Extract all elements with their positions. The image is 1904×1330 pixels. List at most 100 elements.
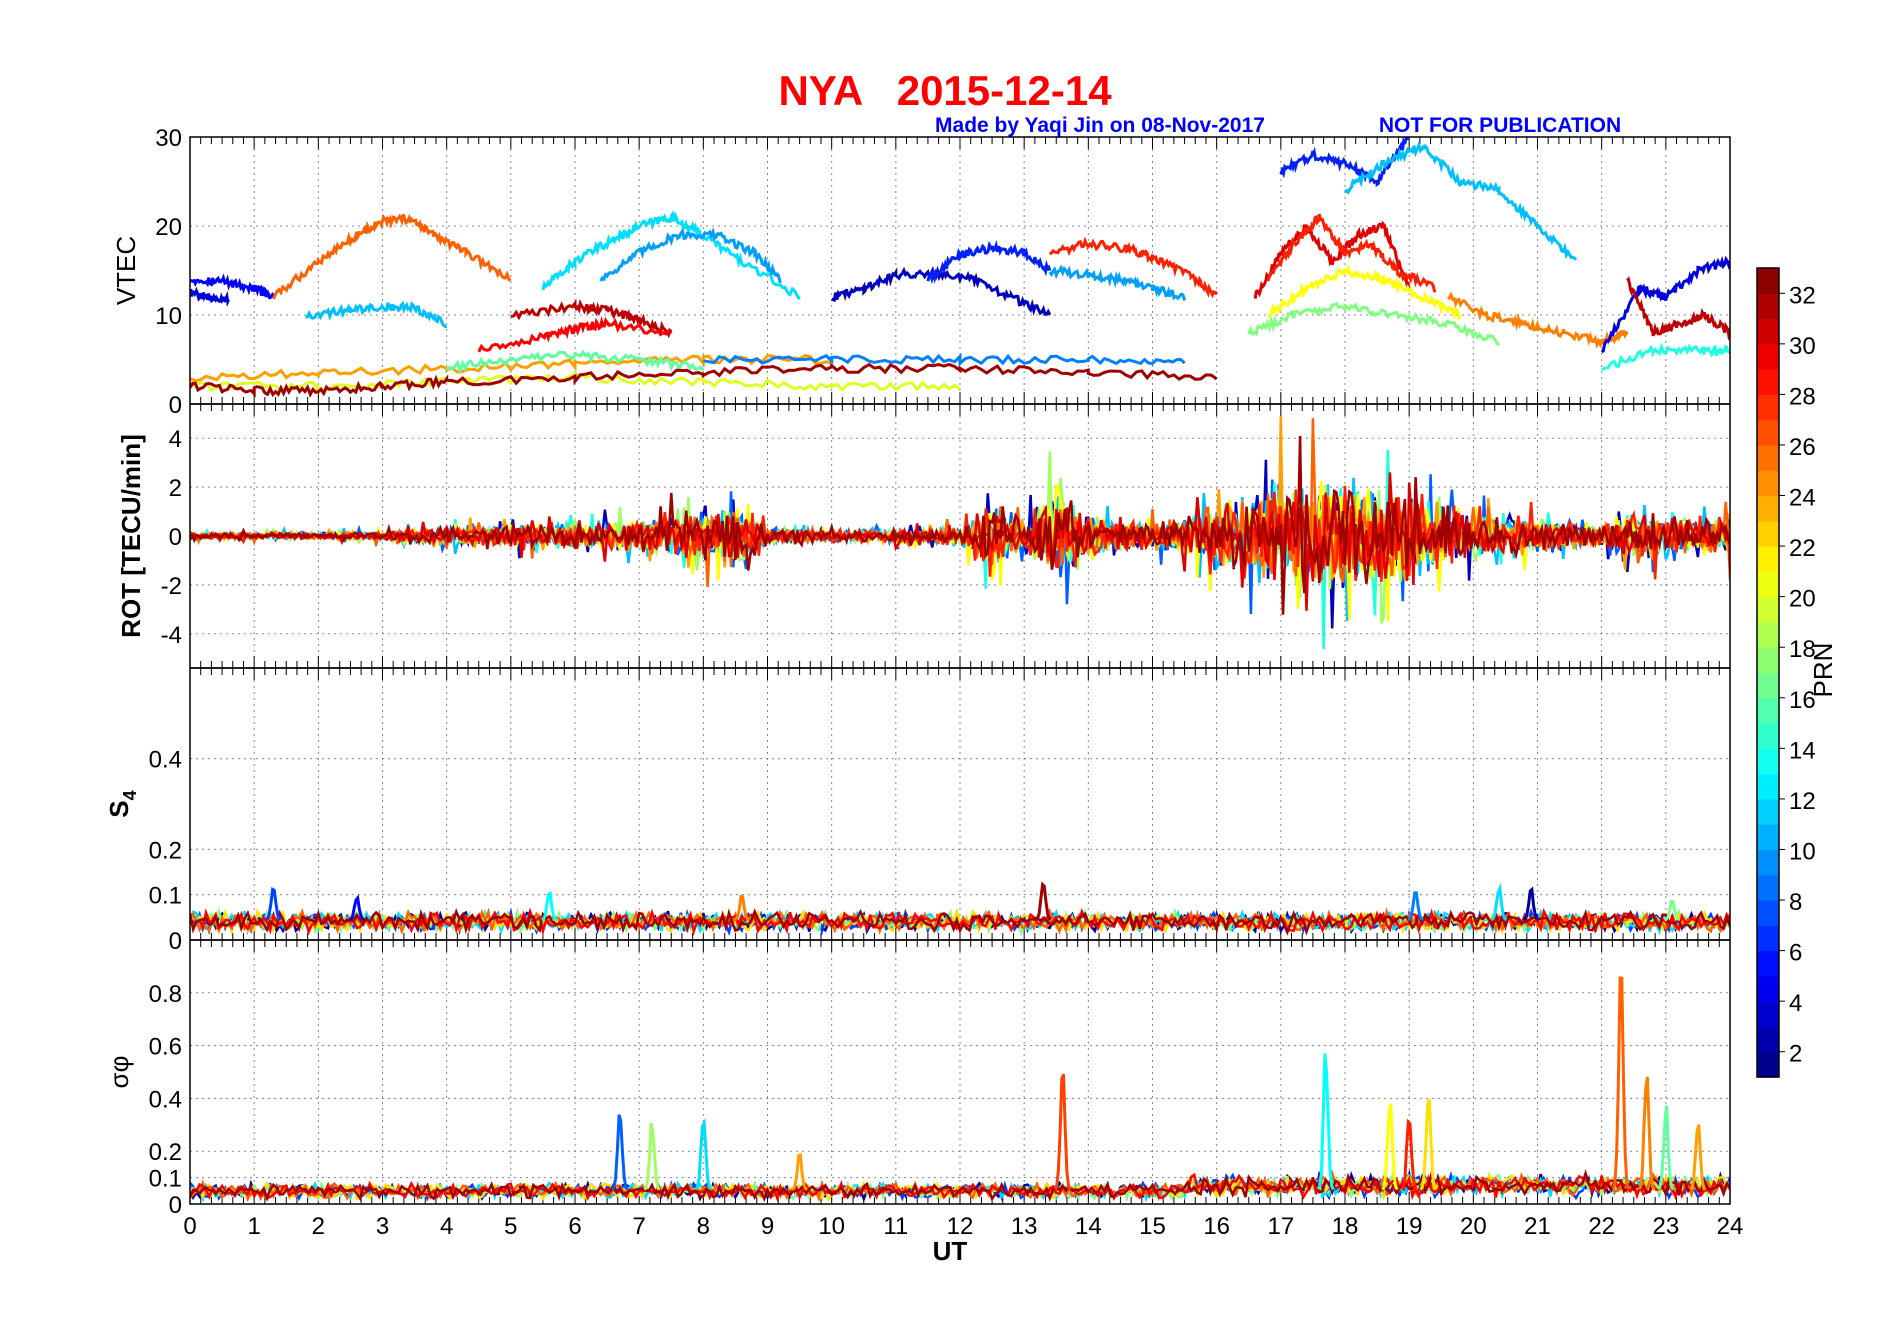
y-axis-label: VTEC — [111, 236, 141, 305]
x-tick-label: 3 — [376, 1213, 389, 1240]
colorbar-tick-label: 28 — [1789, 383, 1816, 410]
y-tick-label: 20 — [155, 214, 182, 241]
colorbar-tick-label: 30 — [1789, 333, 1816, 360]
s4-spike — [265, 886, 282, 921]
colorbar-segment — [1757, 1001, 1779, 1028]
colorbar-tick-label: 22 — [1789, 535, 1816, 562]
chart-title: NYA 2015-12-14 — [778, 67, 1112, 114]
colorbar-tick-label: 2 — [1789, 1041, 1802, 1068]
s4-spike — [348, 894, 365, 922]
vtec-series-prn-16 — [445, 349, 705, 375]
s4-series-prn-32 — [190, 908, 1730, 936]
vtec-series-prn-17 — [1247, 301, 1501, 347]
colorbar-segment — [1757, 419, 1779, 446]
colorbar-segment — [1757, 773, 1779, 800]
s4-spike — [1664, 900, 1681, 922]
sigma_phi-spike — [1611, 976, 1631, 1190]
panel-rot: -4 -2 0 2 4 ROT [TECU/min] — [116, 403, 1731, 669]
y-axis-label-sub: 4 — [120, 790, 140, 800]
sigma_phi-series-prn-29 — [190, 1172, 1730, 1202]
vtec-series-prn-3 — [830, 265, 1052, 316]
colorbar-tick-label: 24 — [1789, 485, 1816, 512]
x-tick-label: 22 — [1588, 1213, 1615, 1240]
colorbar-label: PRN — [1808, 643, 1838, 698]
colorbar-segment — [1757, 268, 1779, 294]
colorbar-tick-label: 16 — [1789, 687, 1816, 714]
x-tick-label: 10 — [818, 1213, 845, 1240]
y-tick-label: 30 — [155, 125, 182, 152]
colorbar-segment — [1757, 975, 1779, 1002]
colorbar-segment — [1757, 546, 1779, 572]
s4-spike — [541, 890, 558, 922]
vtec-series-prn-4 — [190, 286, 230, 308]
colorbar-tick-label: 4 — [1789, 990, 1802, 1017]
y-tick-label: 0 — [169, 928, 182, 955]
x-tick-label: 21 — [1524, 1213, 1551, 1240]
s4-series-prn-29 — [190, 907, 1730, 937]
y-tick-label: 0.1 — [149, 1166, 182, 1193]
colorbar-tick-label: 14 — [1789, 737, 1816, 764]
colorbar-tick-label: 6 — [1789, 940, 1802, 967]
colorbar-segment — [1757, 495, 1779, 522]
sigma_phi-spike — [1689, 1124, 1707, 1191]
colorbar-segment — [1757, 849, 1779, 876]
sigma_phi-spike — [1053, 1073, 1072, 1191]
data-sigma_phi — [190, 976, 1730, 1204]
vtec-series-prn-28 — [1048, 236, 1218, 299]
x-axis-label: UT — [933, 1236, 968, 1266]
colorbar-segment — [1757, 596, 1779, 623]
x-tick-label: 7 — [632, 1213, 645, 1240]
colorbar-segment — [1757, 925, 1779, 952]
s4-spike — [1407, 891, 1424, 921]
x-tick-label: 16 — [1203, 1213, 1230, 1240]
colorbar-segment — [1757, 723, 1779, 749]
s4-spike — [733, 894, 750, 922]
colorbar-segment — [1757, 293, 1779, 320]
y-tick-label: 0.2 — [149, 1139, 182, 1166]
y-tick-label: 2 — [169, 475, 182, 502]
x-tick-label: 23 — [1652, 1213, 1679, 1240]
sigma_phi-spike — [1419, 1098, 1438, 1191]
x-tick-label: 2 — [312, 1213, 325, 1240]
sigma_phi-series-prn-32 — [190, 1169, 1730, 1203]
sigma_phi-spike — [1400, 1118, 1418, 1191]
data-vtec — [190, 137, 1730, 398]
colorbar-tick-label: 12 — [1789, 788, 1816, 815]
y-tick-label: 0.2 — [149, 837, 182, 864]
colorbar-segment — [1757, 571, 1779, 598]
vtec-series-prn-10 — [599, 227, 782, 284]
vtec-series-prn-11 — [1344, 140, 1578, 261]
vtec-series-prn-11 — [305, 300, 448, 329]
x-tick-label: 18 — [1332, 1213, 1359, 1240]
x-tick-label: 9 — [761, 1213, 774, 1240]
vtec-series-prn-14 — [1600, 342, 1730, 372]
colorbar-tick-label: 18 — [1789, 636, 1816, 663]
y-tick-label: 0.4 — [149, 1086, 182, 1113]
colorbar-segment — [1757, 369, 1779, 395]
y-axis-label: ROT [TECU/min] — [116, 434, 146, 638]
y-tick-label: 0.4 — [149, 747, 182, 774]
sigma_phi-spike — [611, 1114, 629, 1191]
rot-series-prn-24 — [190, 416, 1730, 591]
colorbar-segment — [1757, 470, 1779, 497]
vtec-series-prn-21 — [1267, 263, 1462, 321]
x-tick-label: 12 — [947, 1213, 974, 1240]
y-axis-label: σφ — [104, 1056, 134, 1089]
vtec-series-prn-24 — [190, 354, 833, 383]
x-tick-label: 24 — [1717, 1213, 1744, 1240]
sigma_phi-spike — [643, 1122, 661, 1191]
panel-frame — [189, 939, 1731, 1205]
x-tick-label: 19 — [1396, 1213, 1423, 1240]
x-tick-label: 6 — [568, 1213, 581, 1240]
colorbar-segment — [1757, 950, 1779, 977]
vtec-series-prn-5 — [190, 273, 275, 300]
notice-text: NOT FOR PUBLICATION — [1379, 114, 1621, 137]
vtec-series-prn-9 — [703, 352, 1186, 367]
y-tick-label: 0 — [169, 1192, 182, 1219]
colorbar-segment — [1757, 824, 1779, 851]
colorbar-segment — [1757, 1051, 1779, 1078]
x-tick-label: 20 — [1460, 1213, 1487, 1240]
colorbar-segment — [1757, 520, 1779, 547]
